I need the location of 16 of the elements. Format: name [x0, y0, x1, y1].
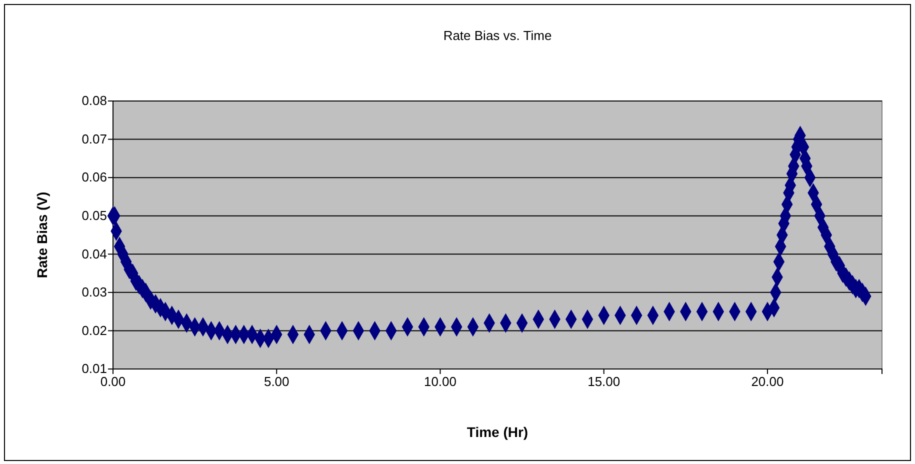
x-tick-label: 20.00	[751, 374, 784, 390]
x-axis-title: Time (Hr)	[466, 424, 528, 440]
chart-title: Rate Bias vs. Time	[443, 28, 552, 43]
x-tick-label: 5.00	[264, 374, 290, 390]
y-tick-label: 0.03	[82, 284, 107, 300]
y-tick-label: 0.02	[82, 322, 107, 338]
x-tick-label: 15.00	[588, 374, 620, 390]
y-tick-label: 0.01	[82, 361, 107, 376]
y-tick-label: 0.04	[82, 246, 107, 262]
x-tick-label: 10.00	[424, 374, 457, 390]
y-axis-title: Rate Bias (V)	[34, 192, 50, 278]
y-tick-label: 0.08	[82, 93, 107, 108]
y-tick-label: 0.05	[82, 208, 107, 224]
x-tick-label: 0.00	[100, 374, 126, 390]
y-tick-label: 0.07	[82, 131, 107, 146]
y-tick-label: 0.06	[82, 170, 107, 185]
